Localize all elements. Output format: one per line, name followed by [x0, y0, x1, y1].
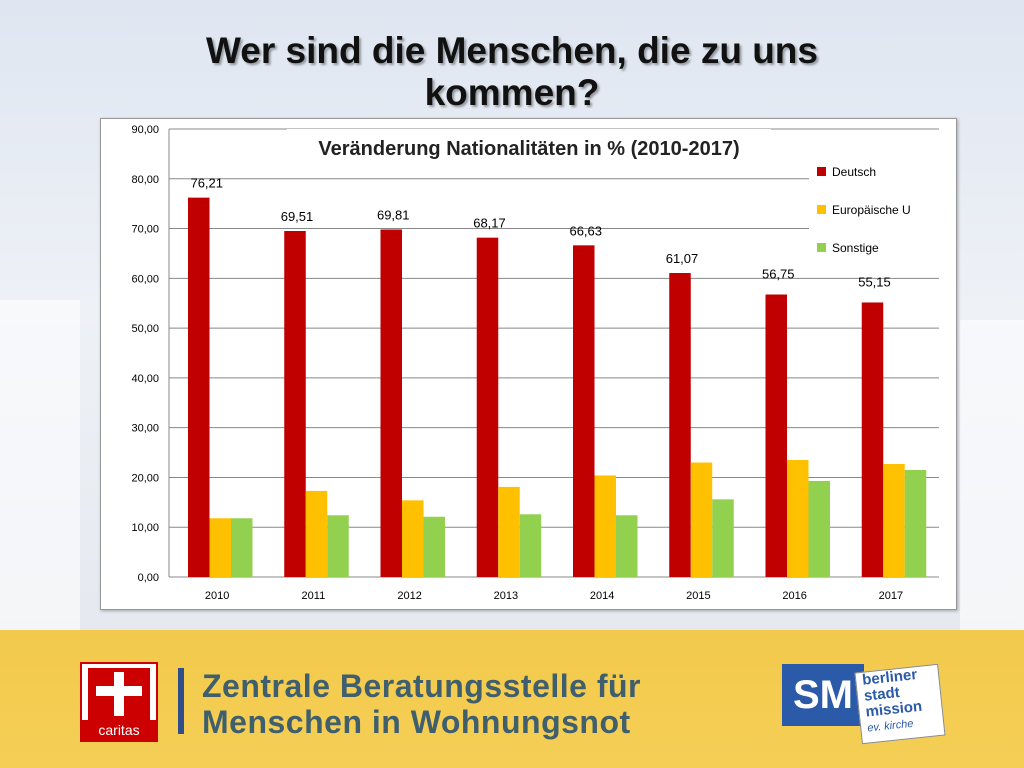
legend-background — [809, 161, 939, 261]
bar-sonstige — [231, 518, 253, 577]
legend-label: Europäische U — [832, 203, 911, 217]
bar-europ-ische-u — [498, 486, 520, 577]
background-panel — [0, 300, 80, 630]
caritas-logo: caritas — [80, 662, 158, 742]
x-tick-label: 2015 — [686, 590, 710, 602]
data-label: 56,75 — [762, 267, 795, 282]
x-tick-label: 2016 — [782, 590, 806, 602]
bar-sonstige — [327, 515, 349, 577]
footer-divider — [178, 668, 184, 734]
slide-title: Wer sind die Menschen, die zu uns kommen… — [150, 30, 874, 114]
background-panel — [960, 320, 1024, 630]
x-tick-label: 2013 — [494, 590, 518, 602]
bar-sonstige — [712, 499, 734, 577]
data-label: 61,07 — [666, 251, 699, 266]
legend-label: Sonstige — [832, 241, 879, 255]
y-tick-label: 60,00 — [131, 273, 159, 285]
y-tick-label: 30,00 — [131, 423, 159, 435]
footer-title-line-1: Zentrale Beratungsstelle für — [202, 668, 641, 704]
y-tick-label: 0,00 — [138, 572, 159, 584]
bar-sonstige — [616, 515, 638, 577]
bar-deutsch — [188, 197, 210, 577]
data-label: 69,51 — [281, 209, 314, 224]
chart-container: 0,00 10,00 20,00 30,00 40,00 50,00 60,00 70,00 8… — [100, 118, 957, 610]
bar-europ-ische-u — [883, 464, 905, 577]
data-label: 68,17 — [473, 216, 506, 231]
y-tick-label: 90,00 — [131, 124, 159, 136]
x-tick-label: 2014 — [590, 590, 614, 602]
x-tick-label: 2012 — [397, 590, 421, 602]
data-label: 66,63 — [569, 223, 602, 238]
bar-deutsch — [284, 230, 306, 577]
caritas-label: caritas — [82, 720, 156, 740]
berliner-stadtmission-logo: berliner stadt mission ev. kirche — [854, 663, 946, 745]
cross-icon-horizontal — [96, 686, 142, 696]
bar-sonstige — [808, 480, 830, 577]
y-tick-label: 20,00 — [131, 472, 159, 484]
x-tick-label: 2011 — [302, 590, 326, 602]
chart-title: Veränderung Nationalitäten in % (2010-20… — [318, 138, 739, 160]
bar-europ-ische-u — [690, 462, 713, 577]
legend-swatch — [817, 205, 826, 214]
y-tick-label: 10,00 — [131, 522, 159, 534]
slide-title-line-2: kommen? — [424, 72, 600, 113]
bar-europ-ische-u — [402, 500, 424, 577]
bar-europ-ische-u — [305, 490, 328, 577]
data-label: 69,81 — [377, 208, 410, 223]
bar-europ-ische-u — [209, 518, 231, 577]
legend-swatch — [817, 243, 826, 252]
bar-europ-ische-u — [594, 475, 616, 577]
bar-sonstige — [519, 514, 542, 577]
slide-title-line-1: Wer sind die Menschen, die zu uns — [206, 30, 818, 71]
y-tick-label: 70,00 — [131, 224, 159, 236]
bar-deutsch — [765, 294, 787, 577]
chart-title-background — [287, 129, 771, 163]
sm-logo: SM — [782, 664, 864, 726]
bar-sonstige — [423, 516, 445, 577]
y-tick-label: 40,00 — [131, 373, 159, 385]
y-tick-label: 80,00 — [131, 174, 159, 186]
data-label: 55,15 — [858, 274, 891, 289]
bar-deutsch — [476, 237, 499, 577]
legend-label: Deutsch — [832, 165, 876, 179]
legend-swatch — [817, 167, 826, 176]
footer-title: Zentrale Beratungsstelle für Menschen in… — [202, 668, 641, 740]
bar-sonstige — [904, 469, 927, 577]
footer-title-line-2: Menschen in Wohnungsnot — [202, 704, 631, 740]
y-tick-label: 50,00 — [131, 323, 159, 335]
x-tick-label: 2010 — [205, 590, 229, 602]
bar-deutsch — [380, 229, 402, 577]
x-tick-label: 2017 — [879, 590, 903, 602]
bar-deutsch — [861, 302, 884, 577]
bar-deutsch — [573, 245, 595, 577]
bar-europ-ische-u — [787, 460, 809, 577]
data-label: 76,21 — [190, 176, 223, 191]
sm-logo-label: SM — [793, 673, 853, 717]
bar-deutsch — [669, 273, 691, 577]
bar-chart: 0,00 10,00 20,00 30,00 40,00 50,00 60,00 70,00 8… — [131, 124, 939, 602]
